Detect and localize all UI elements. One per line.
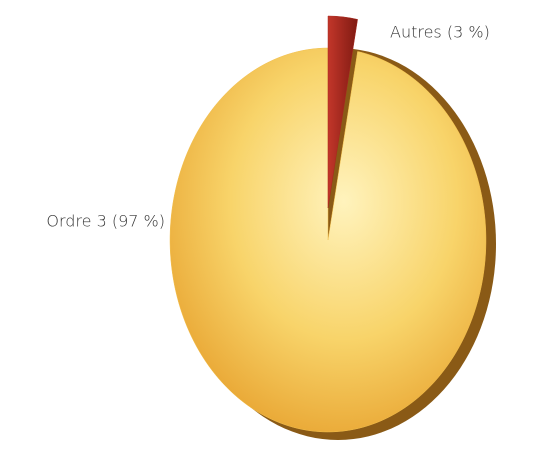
slice-label: Ordre 3 (97 %) <box>46 212 165 231</box>
pie-slice <box>327 15 358 209</box>
slice-label: Autres (3 %) <box>390 23 490 42</box>
pie-slice <box>169 47 487 433</box>
